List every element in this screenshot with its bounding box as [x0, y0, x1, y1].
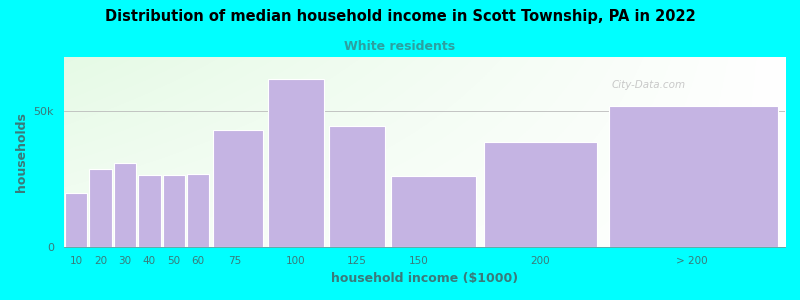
Bar — [213, 130, 263, 247]
Bar — [268, 79, 324, 247]
Text: City-Data.com: City-Data.com — [612, 80, 686, 90]
Y-axis label: households: households — [15, 112, 28, 192]
Bar — [391, 176, 476, 247]
Bar — [187, 173, 210, 247]
Bar — [329, 126, 386, 247]
Bar — [162, 175, 185, 247]
Text: Distribution of median household income in Scott Township, PA in 2022: Distribution of median household income … — [105, 9, 695, 24]
X-axis label: household income ($1000): household income ($1000) — [331, 272, 518, 285]
Bar — [90, 169, 112, 247]
Bar — [609, 106, 778, 247]
Bar — [484, 142, 597, 247]
Bar — [114, 163, 136, 247]
Bar — [138, 175, 161, 247]
Bar — [65, 193, 87, 247]
Text: White residents: White residents — [345, 40, 455, 53]
